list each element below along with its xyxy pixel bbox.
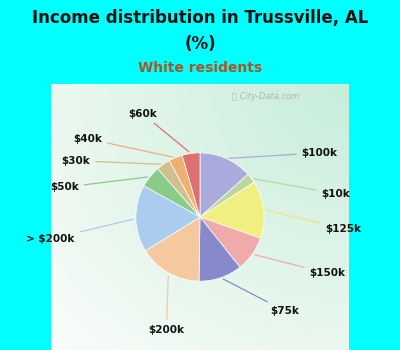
- Wedge shape: [200, 174, 254, 217]
- Text: (%): (%): [184, 35, 216, 53]
- Wedge shape: [169, 155, 200, 217]
- Text: White residents: White residents: [138, 61, 262, 75]
- Text: $125k: $125k: [266, 210, 361, 234]
- Text: $10k: $10k: [254, 179, 350, 198]
- Text: $40k: $40k: [73, 134, 173, 157]
- Text: Income distribution in Trussville, AL: Income distribution in Trussville, AL: [32, 9, 368, 27]
- Text: $75k: $75k: [223, 279, 299, 316]
- Wedge shape: [158, 161, 200, 217]
- Wedge shape: [144, 169, 200, 217]
- Wedge shape: [199, 217, 240, 281]
- Wedge shape: [200, 153, 248, 217]
- Text: $50k: $50k: [50, 177, 147, 192]
- Text: $100k: $100k: [229, 148, 338, 158]
- Text: $200k: $200k: [148, 275, 184, 335]
- Wedge shape: [182, 153, 200, 217]
- Wedge shape: [136, 186, 200, 251]
- Wedge shape: [200, 217, 260, 267]
- Text: Ⓜ City-Data.com: Ⓜ City-Data.com: [232, 92, 299, 101]
- Wedge shape: [200, 182, 264, 238]
- Text: $60k: $60k: [128, 109, 189, 152]
- Text: > $200k: > $200k: [26, 219, 133, 244]
- Text: $30k: $30k: [62, 156, 160, 166]
- Wedge shape: [146, 217, 200, 281]
- Text: $150k: $150k: [255, 255, 346, 278]
